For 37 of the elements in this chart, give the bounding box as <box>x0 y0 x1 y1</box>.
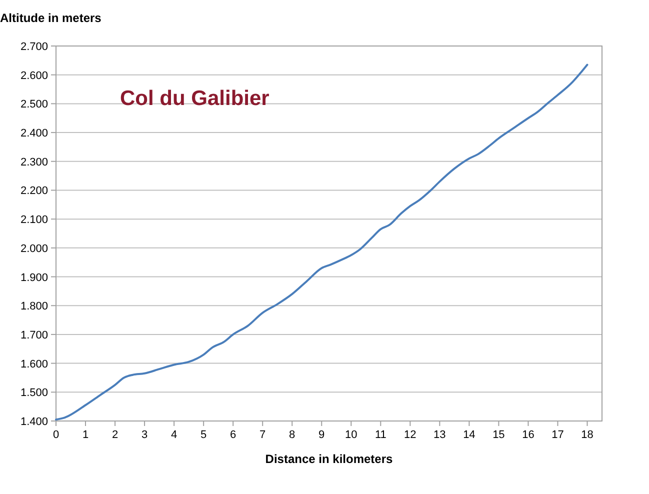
y-tick-label: 1.500 <box>20 387 48 400</box>
x-axis-title: Distance in kilometers <box>265 452 394 466</box>
x-tick-label: 7 <box>260 429 266 441</box>
x-tick-label: 3 <box>141 429 148 441</box>
x-tick-label: 12 <box>404 429 416 441</box>
x-tick-label: 11 <box>374 429 386 441</box>
y-tick-label: 2.100 <box>20 214 48 226</box>
x-tick-label: 2 <box>112 429 118 441</box>
line-series <box>55 64 588 421</box>
x-tick-label: 14 <box>463 429 476 441</box>
y-tick-label: 2.400 <box>20 128 48 140</box>
y-tick-label: 1.400 <box>20 416 48 428</box>
x-tick-label: 8 <box>289 429 296 441</box>
x-tick-label: 16 <box>522 429 534 441</box>
y-tick-label: 2.700 <box>20 41 48 53</box>
x-tick-label: 18 <box>581 429 594 441</box>
x-tick-label: 17 <box>552 429 564 441</box>
x-tick-label: 9 <box>318 429 325 441</box>
y-tick-label: 2.600 <box>20 70 48 82</box>
x-tick-label: 5 <box>200 429 207 441</box>
y-axis-title: Altitude in meters <box>0 11 102 25</box>
y-tick-label: 2.200 <box>20 185 48 198</box>
x-tick-label: 1 <box>82 429 89 441</box>
x-tick-label: 10 <box>345 429 358 441</box>
y-tick-label: 1.900 <box>20 272 48 284</box>
x-tick-label: 15 <box>492 429 505 441</box>
x-tick-label: 13 <box>434 429 446 441</box>
y-tick-label: 2.000 <box>20 242 48 255</box>
y-tick-label: 2.300 <box>20 156 48 168</box>
x-tick-label: 0 <box>52 429 60 441</box>
annotation: Col du Galibier <box>120 87 270 110</box>
x-tick-label: 4 <box>170 429 178 441</box>
y-tick-label: 2.500 <box>20 98 48 111</box>
y-tick-label: 1.600 <box>20 358 48 370</box>
y-tick-label: 1.700 <box>20 329 48 342</box>
x-tick-label: 6 <box>230 429 236 441</box>
y-tick-label: 1.800 <box>20 300 48 313</box>
